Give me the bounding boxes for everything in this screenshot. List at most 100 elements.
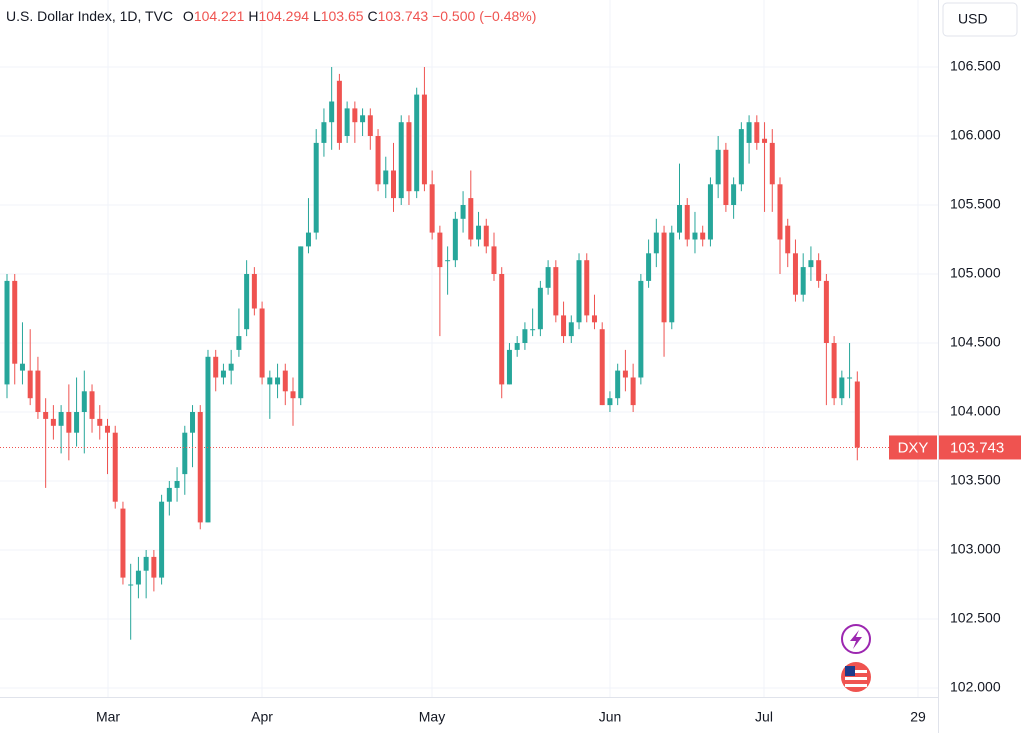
candle-body — [159, 501, 165, 578]
candle-body — [452, 218, 458, 261]
candle-body — [537, 287, 543, 330]
candle-body — [576, 260, 582, 323]
candle-body — [406, 122, 412, 192]
header: U.S. Dollar Index, 1D, TVC O104.221 H104… — [6, 8, 536, 24]
candle-body — [692, 232, 698, 240]
candle-body — [506, 349, 512, 385]
high-value: 104.294 — [258, 8, 309, 24]
stripe — [845, 677, 867, 680]
y-tick-label: 103.000 — [950, 541, 1001, 557]
candle-body — [329, 101, 335, 123]
candle-body — [800, 267, 806, 295]
candle-body — [135, 570, 141, 585]
candle-body — [468, 198, 474, 240]
x-tick-label: May — [419, 709, 445, 725]
candle-body — [4, 280, 10, 385]
candle-body — [591, 315, 597, 323]
candle-body — [290, 391, 296, 399]
candle-body — [336, 80, 342, 143]
candle-body — [831, 343, 837, 399]
candle-body — [746, 122, 752, 143]
candle-body — [707, 184, 713, 240]
candle-body — [476, 225, 482, 240]
candle-body — [74, 412, 80, 433]
candle-body — [700, 232, 706, 240]
open-label: O — [183, 8, 194, 24]
candle-body — [19, 363, 25, 371]
candle-body — [236, 336, 242, 350]
candle-body — [854, 381, 860, 448]
candle-body — [731, 184, 737, 205]
candle-body — [599, 329, 605, 406]
candle-body — [684, 205, 690, 240]
grid — [0, 0, 938, 697]
candles — [0, 66, 938, 640]
candle-body — [213, 356, 219, 378]
y-tick-label: 106.500 — [950, 58, 1001, 74]
x-tick-label: Mar — [96, 709, 120, 725]
candle-body — [205, 356, 211, 523]
candle-body — [360, 115, 366, 123]
candle-body — [305, 232, 311, 247]
candle-body — [128, 584, 134, 586]
x-tick-label: Apr — [251, 709, 273, 725]
change: −0.500 — [432, 8, 475, 24]
candle-body — [398, 122, 404, 199]
y-tick-label: 102.000 — [950, 679, 1001, 695]
candle-body — [491, 246, 497, 275]
x-tick-label: Jul — [755, 709, 773, 725]
candle-body — [391, 170, 397, 199]
candle-body — [823, 280, 829, 344]
candle-body — [839, 377, 845, 399]
stripe — [845, 670, 867, 673]
candle-body — [661, 232, 667, 323]
close-value: 103.743 — [378, 8, 429, 24]
candle-body — [638, 280, 644, 378]
candle-body — [35, 370, 41, 413]
candle-body — [166, 487, 172, 502]
change-percent: (−0.48%) — [479, 8, 536, 24]
candle-body — [483, 225, 489, 247]
candle-body — [112, 432, 118, 502]
candle-body — [220, 370, 226, 378]
candle-body — [58, 412, 64, 426]
candle-body — [553, 267, 559, 316]
stripe — [845, 684, 867, 687]
candle-body — [313, 142, 319, 233]
candle-body — [522, 329, 528, 344]
flag-icon[interactable] — [841, 662, 871, 692]
low-label: L — [313, 8, 321, 24]
canton — [845, 666, 855, 676]
candle-body — [244, 274, 250, 330]
candle-body — [584, 260, 590, 316]
candle-body — [607, 398, 613, 406]
candle-body — [429, 184, 435, 233]
candle-body — [630, 377, 636, 406]
candle-body — [197, 412, 203, 523]
close-label: C — [367, 8, 377, 24]
candle-body — [646, 253, 652, 281]
candle-body — [762, 138, 768, 143]
candle-body — [104, 425, 110, 433]
chart-title: U.S. Dollar Index, 1D, TVC — [6, 8, 173, 24]
symbol-label: DXY — [898, 439, 929, 456]
candle-body — [738, 129, 744, 185]
low-value: 103.65 — [321, 8, 364, 24]
axes: 102.000 102.500 103.000 103.500 104.000 104.5… — [96, 58, 1021, 725]
candle-body — [615, 370, 621, 399]
candle-body — [653, 232, 659, 254]
candle-body — [27, 370, 33, 399]
alerts-icon[interactable] — [841, 624, 871, 654]
candle-body — [120, 508, 126, 578]
y-tick-label: 104.500 — [950, 334, 1001, 350]
currency-box[interactable] — [942, 2, 1018, 37]
candle-body — [437, 232, 443, 268]
candle-body — [143, 556, 149, 571]
candle-body — [267, 377, 273, 385]
candle-body — [228, 363, 234, 371]
candle-body — [669, 232, 675, 323]
candle-body — [383, 170, 389, 185]
candle-body — [97, 418, 103, 426]
candle-body — [792, 253, 798, 295]
y-tick-label: 106.000 — [950, 127, 1001, 143]
